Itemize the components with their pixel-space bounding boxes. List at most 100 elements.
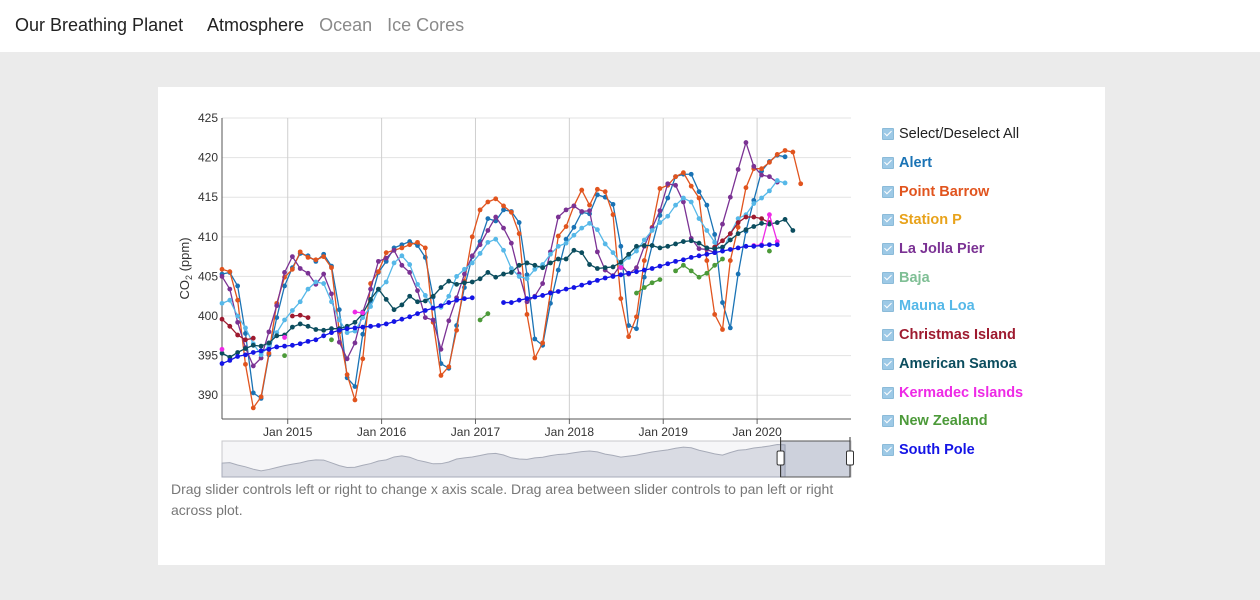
data-point[interactable] (767, 212, 772, 218)
data-point[interactable] (673, 202, 678, 208)
data-point[interactable] (649, 243, 655, 248)
data-point[interactable] (243, 337, 248, 343)
legend-item-new-zealand[interactable]: New Zealand (882, 407, 1023, 436)
data-point[interactable] (266, 329, 272, 335)
data-point[interactable] (282, 353, 287, 359)
data-point[interactable] (704, 270, 710, 276)
data-point[interactable] (305, 286, 311, 292)
data-point[interactable] (368, 296, 373, 302)
data-point[interactable] (227, 286, 233, 292)
data-point[interactable] (477, 276, 483, 282)
data-point[interactable] (383, 255, 389, 261)
data-point[interactable] (720, 238, 725, 244)
data-point[interactable] (477, 251, 483, 256)
data-point[interactable] (751, 243, 757, 249)
data-point[interactable] (289, 342, 295, 348)
data-point[interactable] (782, 180, 788, 186)
data-point[interactable] (540, 340, 546, 346)
data-point[interactable] (571, 232, 577, 238)
data-point[interactable] (391, 319, 397, 324)
data-point[interactable] (344, 356, 350, 362)
data-point[interactable] (235, 354, 241, 359)
data-point[interactable] (571, 203, 577, 209)
data-point[interactable] (344, 330, 350, 336)
data-point[interactable] (657, 277, 663, 282)
data-point[interactable] (587, 262, 592, 267)
data-point[interactable] (282, 335, 287, 340)
data-point[interactable] (759, 243, 764, 248)
data-point[interactable] (352, 319, 358, 325)
data-point[interactable] (321, 271, 327, 277)
data-point[interactable] (282, 283, 287, 289)
data-point[interactable] (415, 281, 420, 287)
data-point[interactable] (540, 293, 546, 298)
data-point[interactable] (422, 298, 428, 304)
data-point[interactable] (493, 214, 499, 220)
data-point[interactable] (313, 327, 319, 332)
data-point[interactable] (688, 238, 694, 244)
data-point[interactable] (610, 264, 616, 270)
brand-title[interactable]: Our Breathing Planet (15, 15, 184, 35)
data-point[interactable] (282, 317, 287, 323)
data-point[interactable] (602, 275, 608, 281)
checkbox-icon[interactable] (882, 157, 894, 170)
data-point[interactable] (305, 338, 311, 344)
legend-item-christmas-island[interactable]: Christmas Island (882, 321, 1023, 350)
data-point[interactable] (696, 246, 702, 252)
data-point[interactable] (250, 350, 256, 355)
data-point[interactable] (454, 281, 460, 287)
checkbox-icon[interactable] (882, 386, 894, 399)
data-point[interactable] (657, 186, 663, 191)
data-point[interactable] (696, 195, 702, 201)
data-point[interactable] (610, 274, 616, 279)
data-point[interactable] (399, 316, 405, 322)
data-point[interactable] (704, 228, 710, 233)
data-point[interactable] (579, 209, 585, 214)
data-point[interactable] (649, 280, 655, 286)
data-point[interactable] (727, 258, 733, 263)
data-point[interactable] (219, 361, 225, 366)
data-point[interactable] (266, 350, 272, 356)
data-point[interactable] (469, 253, 475, 259)
data-point[interactable] (704, 251, 710, 257)
data-point[interactable] (665, 261, 671, 267)
data-point[interactable] (250, 390, 256, 396)
data-point[interactable] (665, 195, 671, 201)
data-point[interactable] (774, 242, 780, 248)
data-point[interactable] (532, 262, 538, 268)
data-point[interactable] (352, 397, 358, 403)
data-point[interactable] (571, 247, 577, 253)
data-point[interactable] (665, 213, 671, 219)
data-point[interactable] (368, 286, 373, 292)
data-point[interactable] (680, 170, 686, 176)
tab-ice-cores[interactable]: Ice Cores (387, 15, 465, 35)
data-point[interactable] (250, 405, 256, 411)
data-point[interactable] (329, 291, 334, 297)
data-point[interactable] (540, 281, 546, 286)
data-point[interactable] (493, 236, 499, 242)
data-point[interactable] (767, 188, 772, 194)
data-point[interactable] (501, 271, 506, 277)
data-point[interactable] (219, 346, 225, 352)
data-point[interactable] (297, 249, 303, 255)
data-point[interactable] (376, 323, 381, 328)
checkbox-icon[interactable] (882, 128, 894, 141)
data-point[interactable] (712, 250, 718, 256)
tab-ocean[interactable]: Ocean (319, 15, 373, 35)
data-point[interactable] (501, 300, 506, 305)
data-point[interactable] (641, 243, 647, 248)
data-point[interactable] (344, 372, 350, 378)
data-point[interactable] (243, 352, 248, 358)
checkbox-icon[interactable] (882, 271, 894, 284)
data-point[interactable] (594, 227, 600, 233)
data-point[interactable] (641, 285, 647, 290)
range-slider-left-handle[interactable] (776, 450, 785, 466)
data-point[interactable] (563, 240, 569, 246)
data-point[interactable] (501, 207, 506, 213)
data-point[interactable] (469, 295, 475, 301)
data-point[interactable] (751, 214, 757, 220)
data-point[interactable] (508, 266, 514, 271)
data-point[interactable] (274, 344, 280, 350)
data-point[interactable] (368, 323, 373, 329)
data-point[interactable] (524, 276, 530, 282)
